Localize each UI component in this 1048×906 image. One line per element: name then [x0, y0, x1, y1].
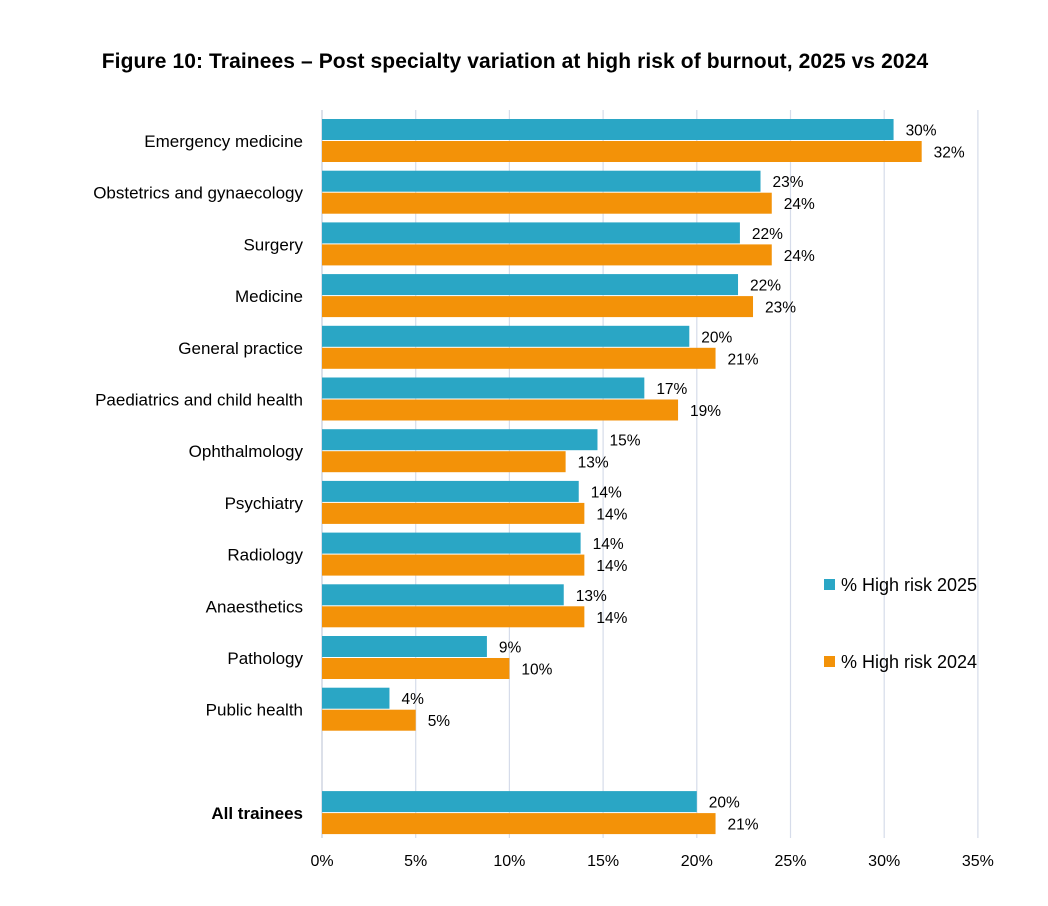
data-label: 20% — [709, 795, 740, 812]
data-label: 32% — [934, 145, 965, 162]
x-tick-label: 0% — [310, 853, 333, 870]
data-label: 14% — [591, 484, 622, 501]
data-label: 20% — [701, 329, 732, 346]
bar-high-risk-2025-medicine — [322, 274, 739, 296]
x-tick-label: 25% — [774, 853, 806, 870]
bar-high-risk-2025-paediatrics-and-child-health — [322, 377, 645, 399]
data-label: 15% — [609, 433, 640, 450]
bar-high-risk-2025-pathology — [322, 636, 487, 657]
data-label: 4% — [401, 691, 424, 708]
category-label-ophthalmology: Ophthalmology — [189, 442, 304, 461]
bar-high-risk-2024-general-practice — [322, 347, 716, 369]
x-tick-label: 5% — [404, 853, 427, 870]
data-label: 14% — [593, 536, 624, 553]
legend-label-high-risk-2024: % High risk 2024 — [841, 652, 977, 672]
legend-label-high-risk-2025: % High risk 2025 — [841, 575, 977, 595]
data-label: 14% — [596, 506, 627, 523]
bar-high-risk-2025-general-practice — [322, 325, 690, 347]
data-label: 14% — [596, 610, 627, 627]
bar-high-risk-2024-emergency-medicine — [322, 141, 922, 162]
data-label: 21% — [728, 817, 759, 834]
bar-high-risk-2025-all-trainees — [322, 791, 697, 813]
bar-high-risk-2024-medicine — [322, 296, 754, 318]
category-label-surgery: Surgery — [243, 235, 303, 254]
bar-high-risk-2025-radiology — [322, 532, 581, 554]
category-label-radiology: Radiology — [227, 546, 303, 565]
category-label-anaesthetics: Anaesthetics — [206, 597, 303, 616]
x-tick-label: 35% — [962, 853, 994, 870]
x-tick-label: 10% — [493, 853, 525, 870]
category-label-obstetrics-and-gynaecology: Obstetrics and gynaecology — [93, 184, 303, 203]
bar-high-risk-2024-anaesthetics — [322, 606, 585, 628]
data-label: 10% — [521, 662, 552, 679]
bar-high-risk-2025-anaesthetics — [322, 584, 564, 606]
bar-high-risk-2025-psychiatry — [322, 480, 579, 502]
category-label-paediatrics-and-child-health: Paediatrics and child health — [95, 391, 303, 410]
legend-swatch-high-risk-2024 — [824, 656, 835, 667]
data-label: 17% — [656, 381, 687, 398]
category-label-psychiatry: Psychiatry — [225, 494, 304, 513]
category-label-all-trainees: All trainees — [211, 804, 303, 823]
legend-swatch-high-risk-2025 — [824, 579, 835, 590]
bar-high-risk-2024-paediatrics-and-child-health — [322, 399, 679, 421]
bar-high-risk-2025-surgery — [322, 222, 740, 244]
data-label: 9% — [499, 640, 522, 657]
data-label: 13% — [576, 588, 607, 605]
bar-high-risk-2025-emergency-medicine — [322, 119, 894, 140]
bar-high-risk-2024-all-trainees — [322, 813, 716, 835]
bar-high-risk-2024-psychiatry — [322, 502, 585, 524]
bar-high-risk-2024-ophthalmology — [322, 451, 566, 473]
data-label: 14% — [596, 558, 627, 575]
data-label: 21% — [728, 351, 759, 368]
bar-high-risk-2025-public-health — [322, 687, 390, 709]
data-label: 24% — [784, 196, 815, 213]
bar-high-risk-2025-obstetrics-and-gynaecology — [322, 170, 761, 192]
bar-high-risk-2024-obstetrics-and-gynaecology — [322, 192, 772, 214]
x-tick-label: 30% — [868, 853, 900, 870]
bar-high-risk-2025-ophthalmology — [322, 429, 598, 451]
data-label: 19% — [690, 403, 721, 420]
category-label-pathology: Pathology — [227, 649, 303, 668]
data-label: 22% — [750, 278, 781, 295]
data-label: 24% — [784, 248, 815, 265]
data-label: 5% — [428, 713, 451, 730]
bar-high-risk-2024-radiology — [322, 554, 585, 576]
bar-high-risk-2024-pathology — [322, 658, 510, 679]
data-label: 13% — [578, 455, 609, 472]
category-label-emergency-medicine: Emergency medicine — [144, 132, 303, 151]
category-label-medicine: Medicine — [235, 287, 303, 306]
category-label-general-practice: General practice — [178, 339, 303, 358]
x-tick-label: 15% — [587, 853, 619, 870]
data-label: 23% — [773, 174, 804, 191]
bar-high-risk-2024-surgery — [322, 244, 772, 266]
bar-high-risk-2024-public-health — [322, 709, 416, 731]
data-label: 23% — [765, 300, 796, 317]
data-label: 22% — [752, 226, 783, 243]
chart-title: Figure 10: Trainees – Post specialty var… — [101, 50, 929, 73]
x-tick-label: 20% — [681, 853, 713, 870]
data-label: 30% — [906, 123, 937, 140]
category-label-public-health: Public health — [206, 701, 303, 720]
